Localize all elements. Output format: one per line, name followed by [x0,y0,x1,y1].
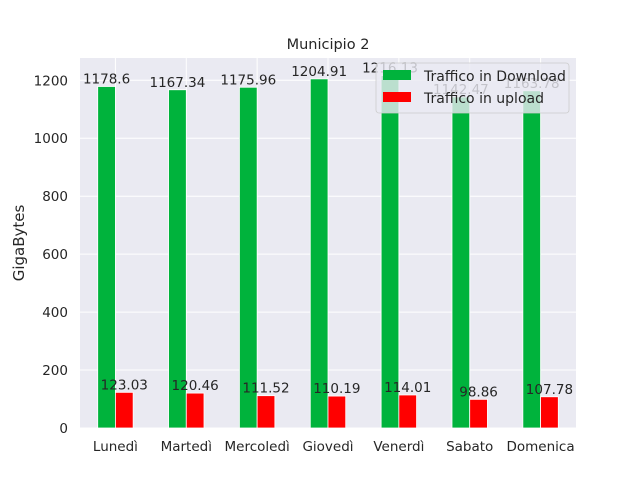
bar-upload [540,396,559,429]
bar-upload [469,398,488,429]
x-tick-label: Domenica [507,439,575,455]
y-tick-label: 0 [59,421,68,437]
y-tick-label: 600 [42,247,68,263]
data-label-upload: 107.78 [526,382,573,398]
y-axis-label: GigaBytes [10,205,28,282]
bar-upload [256,395,276,429]
bar-upload [185,392,205,429]
x-axis: Lunedì Martedì Mercoledì Giovedì Venerdì Saba… [93,439,575,455]
data-label-download: 1167.34 [150,75,206,91]
data-label-upload: 120.46 [172,378,219,394]
data-label-upload: 123.03 [101,377,148,393]
x-tick-label: Mercoledì [225,439,290,455]
bar-download [380,75,400,429]
legend-box [375,62,570,114]
x-tick-label: Venerdì [373,439,424,455]
legend: Traffico in Download Traffico in upload [375,62,570,114]
y-tick-label: 400 [42,305,68,321]
x-tick-label: Sabato [446,439,493,455]
x-tick-label: Lunedì [93,439,138,455]
y-tick-label: 800 [42,189,68,205]
bar-download [239,86,258,429]
y-tick-label: 200 [42,363,68,379]
legend-label-upload: Traffico in upload [423,91,544,107]
x-tick-label: Giovedì [302,439,353,455]
data-label-download: 1175.96 [220,72,276,88]
data-label-upload: 98.86 [459,384,498,400]
x-tick-label: Martedì [161,439,212,455]
data-label-download: 1178.6 [83,71,130,87]
data-label-upload: 111.52 [242,381,289,397]
legend-swatch-upload [383,92,411,102]
bar-upload [327,395,347,429]
legend-swatch-download [383,70,411,80]
bar-upload [115,391,134,429]
chart-title: Municipio 2 [287,37,370,53]
bar-download [97,86,116,429]
y-tick-label: 1000 [34,131,68,147]
bar-download [522,90,541,429]
bars [97,75,559,429]
data-label-upload: 110.19 [313,381,360,397]
legend-label-download: Traffico in Download [423,69,566,85]
y-tick-label: 1200 [34,73,68,89]
data-label-upload: 114.01 [384,380,431,396]
data-label-download: 1204.91 [291,64,347,80]
bar-download [451,96,471,429]
bar-download [168,89,187,429]
y-axis: 0 200 400 600 800 1000 1200 [34,73,68,437]
bar-upload [398,394,417,429]
bar-download [309,78,329,429]
